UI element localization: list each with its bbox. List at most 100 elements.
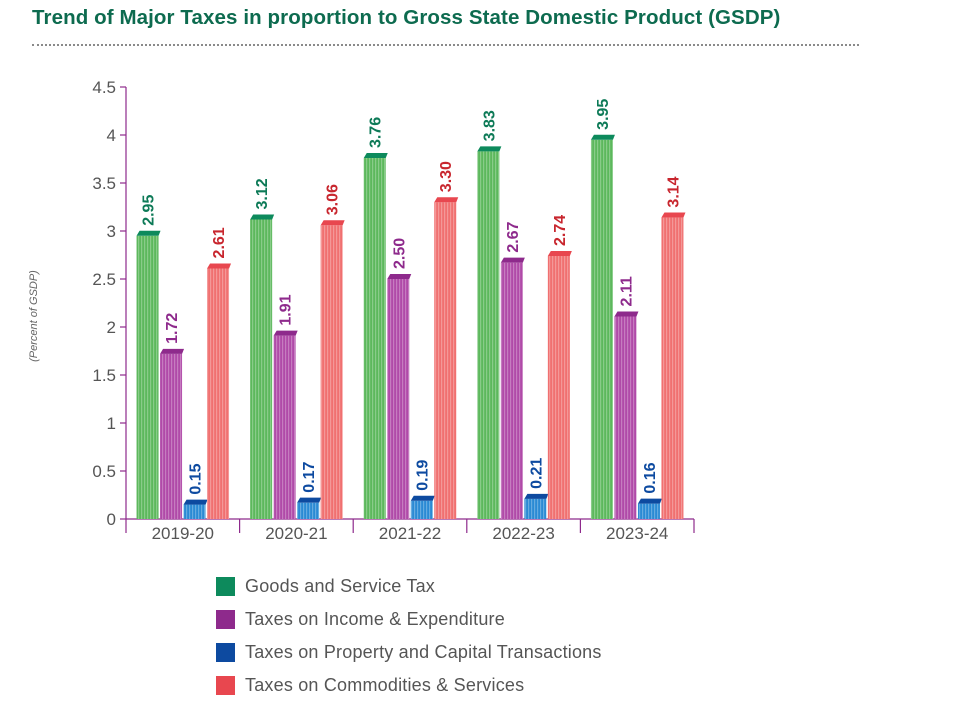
bar [183, 499, 208, 519]
bar-stripes [160, 353, 183, 519]
bar-cap [434, 197, 459, 203]
bar-stripes [250, 219, 273, 520]
bar-cap [320, 220, 345, 226]
y-tick-label: 2.5 [92, 270, 116, 289]
y-tick-label: 3 [107, 222, 116, 241]
data-label: 0.19 [415, 460, 432, 491]
legend-label: Taxes on Property and Capital Transactio… [245, 642, 602, 662]
legend-label: Taxes on Commodities & Services [245, 675, 525, 695]
legend-item: Goods and Service Tax [216, 570, 602, 603]
bar-stripes [136, 235, 159, 520]
bar-cap [590, 134, 615, 140]
bar [410, 495, 435, 519]
legend-swatch-income [216, 610, 235, 629]
data-label: 2.11 [618, 276, 635, 306]
bar-stripes [661, 217, 684, 519]
bar [387, 274, 412, 519]
bar-stripes [434, 202, 457, 519]
bar [547, 250, 572, 519]
data-label: 0.17 [301, 461, 318, 492]
bar [160, 348, 185, 519]
chart-title: Trend of Major Taxes in proportion to Gr… [32, 6, 781, 29]
bar-cap [136, 230, 161, 236]
bar-stripes [363, 158, 386, 520]
data-label: 0.21 [528, 458, 545, 489]
chart-legend: Goods and Service Tax Taxes on Income & … [216, 570, 602, 702]
data-label: 2.50 [391, 238, 408, 269]
bar [637, 498, 662, 519]
bar [363, 153, 388, 520]
bar [614, 311, 639, 519]
y-tick-label: 1 [107, 414, 116, 433]
bar-stripes [590, 139, 613, 520]
title-divider [32, 44, 859, 46]
bar [273, 330, 298, 519]
bar-stripes [320, 225, 343, 520]
data-label: 1.91 [278, 294, 295, 325]
bar-stripes [207, 268, 230, 519]
bar [320, 220, 345, 520]
legend-item: Taxes on Commodities & Services [216, 669, 602, 702]
data-label: 1.72 [164, 313, 181, 344]
bar-cap [614, 311, 639, 317]
bar-cap [363, 153, 388, 159]
bar-cap [250, 214, 275, 220]
y-tick-label: 4.5 [92, 78, 116, 97]
bar-stripes [297, 502, 320, 519]
bar-stripes [183, 504, 206, 519]
bar-stripes [387, 279, 410, 519]
bar [136, 230, 161, 520]
bar [590, 134, 615, 520]
bar-cap [477, 146, 502, 152]
y-tick-label: 0.5 [92, 462, 116, 481]
bar [250, 214, 275, 520]
bar-stripes [614, 316, 637, 519]
bar-chart: 0 0.5 1 1.5 2 2.5 3 3.5 4 4.5 2019-20 2020-21 2021-2… [92, 78, 695, 543]
bar-cap [160, 348, 185, 354]
bar [661, 212, 686, 519]
bar-cap [661, 212, 686, 218]
legend-label: Taxes on Income & Expenditure [245, 609, 505, 629]
bar [297, 497, 322, 519]
bar-stripes [410, 500, 433, 519]
bar-cap [410, 495, 435, 501]
bar-stripes [524, 498, 547, 519]
data-label: 3.30 [438, 161, 455, 192]
bar-cap [500, 257, 525, 263]
data-label: 2.74 [552, 215, 569, 246]
bar [477, 146, 502, 519]
bar-cap [273, 330, 298, 336]
bar [524, 493, 549, 519]
data-label: 2.61 [211, 227, 228, 258]
legend-swatch-commodities [216, 676, 235, 695]
legend-swatch-gst [216, 577, 235, 596]
x-tick-label: 2020-21 [265, 524, 327, 543]
bar-cap [637, 498, 662, 504]
y-tick-label: 0 [107, 510, 116, 529]
bar [500, 257, 525, 519]
legend-swatch-property [216, 643, 235, 662]
bar-stripes [500, 262, 523, 519]
legend-item: Taxes on Property and Capital Transactio… [216, 636, 602, 669]
data-label: 3.06 [325, 184, 342, 215]
data-label: 2.67 [505, 221, 522, 252]
bar-stripes [273, 335, 296, 519]
y-tick-label: 4 [107, 126, 116, 145]
bar-cap [207, 263, 232, 269]
data-label: 2.95 [141, 195, 158, 226]
legend-label: Goods and Service Tax [245, 576, 435, 596]
bar-cap [524, 493, 549, 499]
legend-item: Taxes on Income & Expenditure [216, 603, 602, 636]
bar [207, 263, 232, 519]
bar-cap [183, 499, 208, 505]
y-tick-label: 1.5 [92, 366, 116, 385]
data-label: 3.83 [481, 110, 498, 141]
bar-cap [547, 250, 572, 256]
data-label: 3.14 [665, 176, 682, 207]
bar-cap [387, 274, 412, 279]
data-label: 3.12 [254, 178, 271, 209]
bar [434, 197, 459, 519]
data-label: 0.15 [188, 463, 205, 494]
bar-stripes [637, 503, 660, 519]
x-tick-label: 2023-24 [606, 524, 668, 543]
